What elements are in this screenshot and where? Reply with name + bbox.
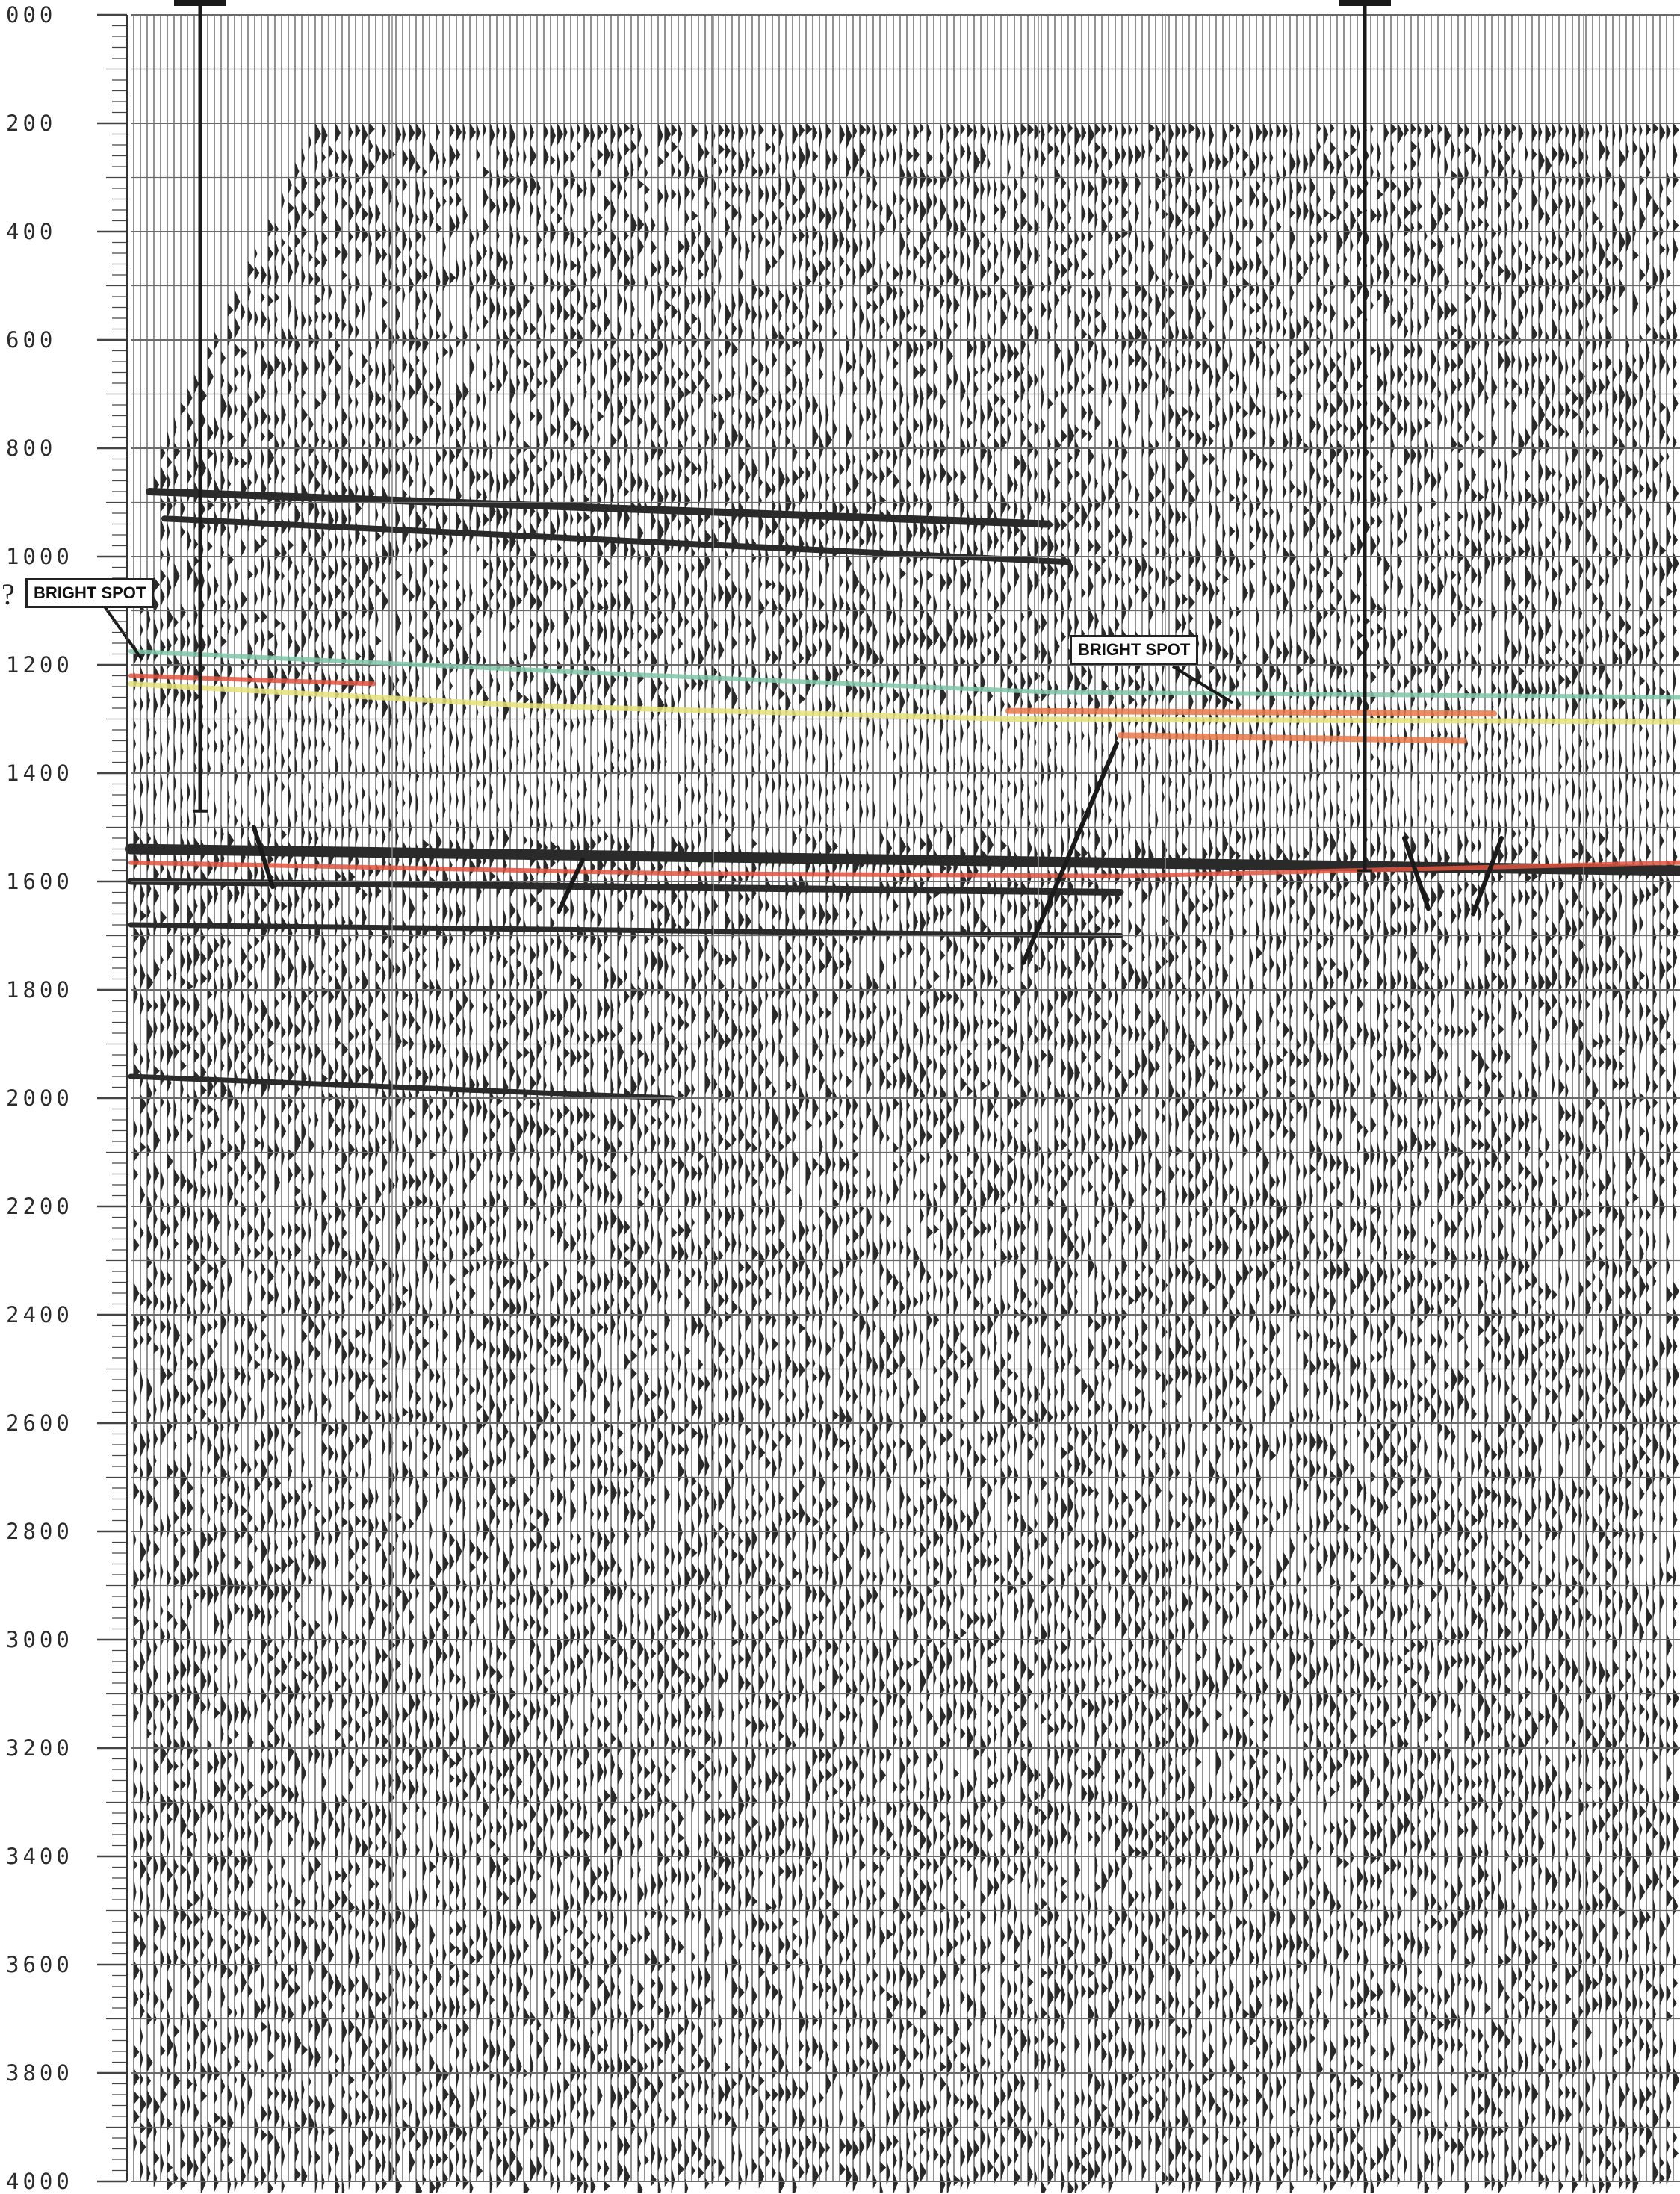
horizon-red-lower [128,860,1680,878]
time-label: 3600 [6,1952,73,1977]
time-label: 3000 [6,1627,73,1652]
time-label: 800 [6,436,57,461]
time-label: 1000 [6,544,73,569]
horizon-red-upper-left [128,673,376,687]
fault-1 [252,825,275,890]
interpreted-horizons [128,648,1680,878]
horizon-orange-right [1005,707,1497,717]
time-label: 2000 [6,1085,73,1111]
interpreted-faults [103,605,1504,965]
time-label: 600 [6,327,57,353]
horizon-orange-lower-right [1118,732,1467,744]
time-label: 2600 [6,1410,73,1436]
time-label: 2400 [6,1302,73,1327]
time-label: 1800 [6,977,73,1003]
time-label: 3400 [6,1844,73,1869]
time-label: 000 [6,2,57,28]
time-label: 2200 [6,1194,73,1219]
time-label: 1600 [6,869,73,894]
timing-lines [131,14,1680,2182]
horizon-yellow [128,681,1680,725]
time-label: 400 [6,219,57,244]
time-label: 3800 [6,2060,73,2086]
fault-4 [1402,836,1431,911]
bright-spot-label-right: BRIGHT SPOT [1070,635,1199,665]
time-label: 4000 [6,2169,73,2194]
bright-spot-leader-right [1171,665,1234,704]
well-markers [174,0,1391,873]
seismic-traces [125,15,1680,2193]
question-mark: ? [1,577,15,611]
bright-spot-label-left: BRIGHT SPOT [25,578,155,608]
time-label: 1400 [6,760,73,786]
time-label: 3200 [6,1735,73,1761]
time-label: 200 [6,111,57,136]
fault-3 [1021,741,1119,965]
time-label: 2800 [6,1519,73,1544]
time-label: 1200 [6,652,73,678]
fault-2 [557,858,585,914]
fault-5 [1471,836,1504,917]
time-axis-ticks [97,13,128,2183]
bright-spot-leader-left [103,605,143,660]
